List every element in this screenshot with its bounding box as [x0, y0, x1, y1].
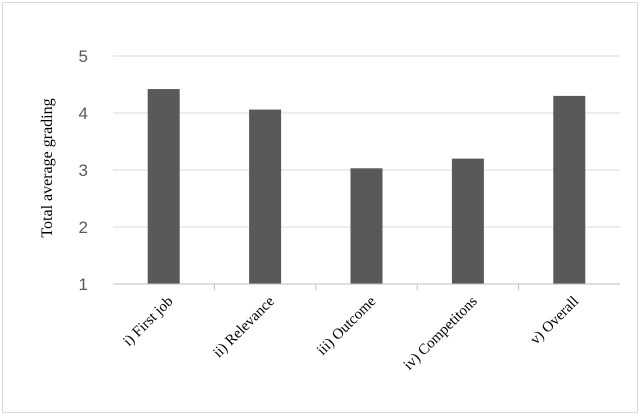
bar-2: [249, 109, 282, 284]
x-tick-label: i) First job: [120, 294, 176, 350]
x-tick-labels: i) First job ii) Relevance iii) Outcome iv)…: [120, 284, 582, 373]
x-tick-label: v) Overall: [528, 294, 583, 349]
bar-4: [451, 158, 484, 284]
bar-1: [147, 89, 180, 284]
y-tick-label: 4: [79, 104, 88, 123]
x-tick-label: ii) Relevance: [210, 293, 278, 361]
y-tick-label: 1: [79, 275, 88, 294]
y-tick-labels: 1 2 3 4 5: [79, 47, 88, 294]
y-tick-label: 2: [79, 218, 88, 237]
y-axis-label: Total average grading: [39, 98, 56, 237]
x-tick-label: iv) Competitons: [401, 293, 481, 373]
y-tick-label: 3: [79, 161, 88, 180]
chart-frame: [2, 2, 638, 413]
bars: [147, 89, 586, 285]
bar-5: [553, 95, 586, 285]
bar-3: [350, 168, 383, 284]
x-tick-label: iii) Outcome: [314, 293, 379, 358]
y-tick-label: 5: [79, 47, 88, 66]
